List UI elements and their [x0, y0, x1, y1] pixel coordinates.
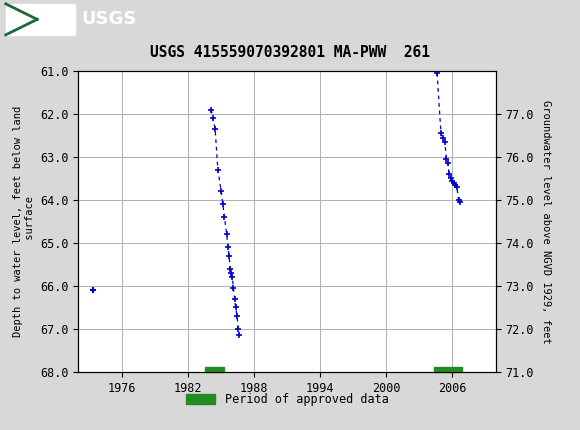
- Text: USGS 415559070392801 MA-PWW  261: USGS 415559070392801 MA-PWW 261: [150, 45, 430, 60]
- Bar: [205, 367, 224, 372]
- Text: USGS: USGS: [81, 10, 136, 28]
- Bar: [6, 4, 75, 35]
- Legend: Period of approved data: Period of approved data: [186, 393, 389, 406]
- Bar: [434, 367, 462, 372]
- Y-axis label: Groundwater level above NGVD 1929, feet: Groundwater level above NGVD 1929, feet: [541, 100, 551, 343]
- Y-axis label: Depth to water level, feet below land
 surface: Depth to water level, feet below land su…: [13, 106, 35, 337]
